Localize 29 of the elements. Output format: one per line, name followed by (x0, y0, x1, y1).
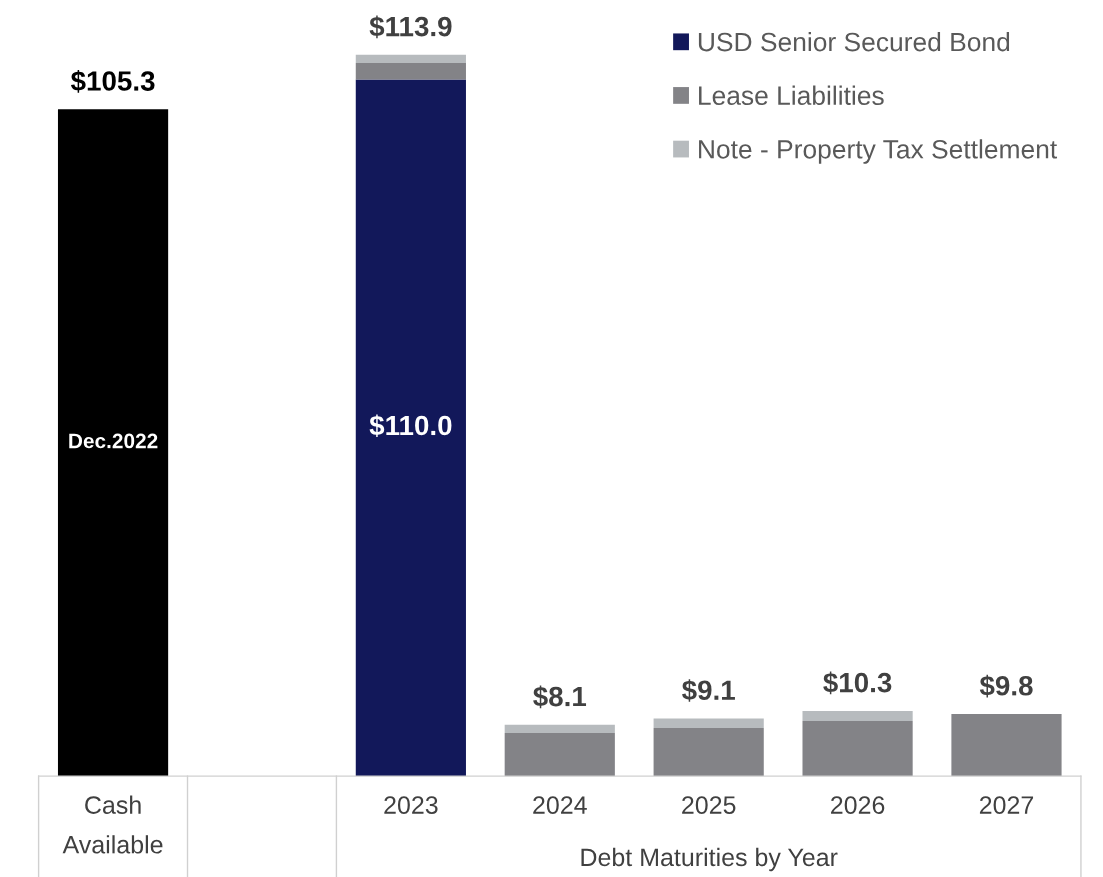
bar (504, 724, 615, 734)
total-label: $9.1 (682, 679, 735, 702)
total-label: $105.3 (70, 69, 155, 93)
total-label: $8.1 (533, 685, 587, 709)
bar (355, 63, 466, 80)
legend-label: USD Senior Secured Bond (698, 31, 1010, 52)
x-tick-label: 2026 (831, 796, 885, 814)
bar (355, 54, 466, 64)
bar (951, 714, 1062, 777)
x-axis-title: Debt Maturities by Year (581, 847, 838, 872)
bar (802, 721, 913, 777)
bar (504, 733, 615, 777)
bar (355, 79, 466, 777)
total-label: $113.9 (369, 15, 452, 39)
x-tick-label: 2025 (682, 796, 736, 814)
data-label: Dec.2022 (69, 433, 158, 449)
total-label: $10.3 (823, 671, 892, 695)
legend-label: Note - Property Tax Settlement (699, 139, 1058, 164)
x-tick-label: 2024 (533, 796, 587, 814)
x-tick-label: 2027 (979, 796, 1034, 814)
x-tick-label: Cash Available (62, 795, 163, 854)
data-label: $110.0 (369, 414, 452, 438)
total-label: $9.8 (979, 674, 1033, 698)
bar (57, 109, 169, 777)
x-tick-label: 2023 (384, 796, 438, 814)
bar (653, 728, 764, 777)
bar (653, 718, 764, 729)
legend-label: Lease Liabilities (699, 85, 884, 105)
bar (802, 710, 913, 722)
